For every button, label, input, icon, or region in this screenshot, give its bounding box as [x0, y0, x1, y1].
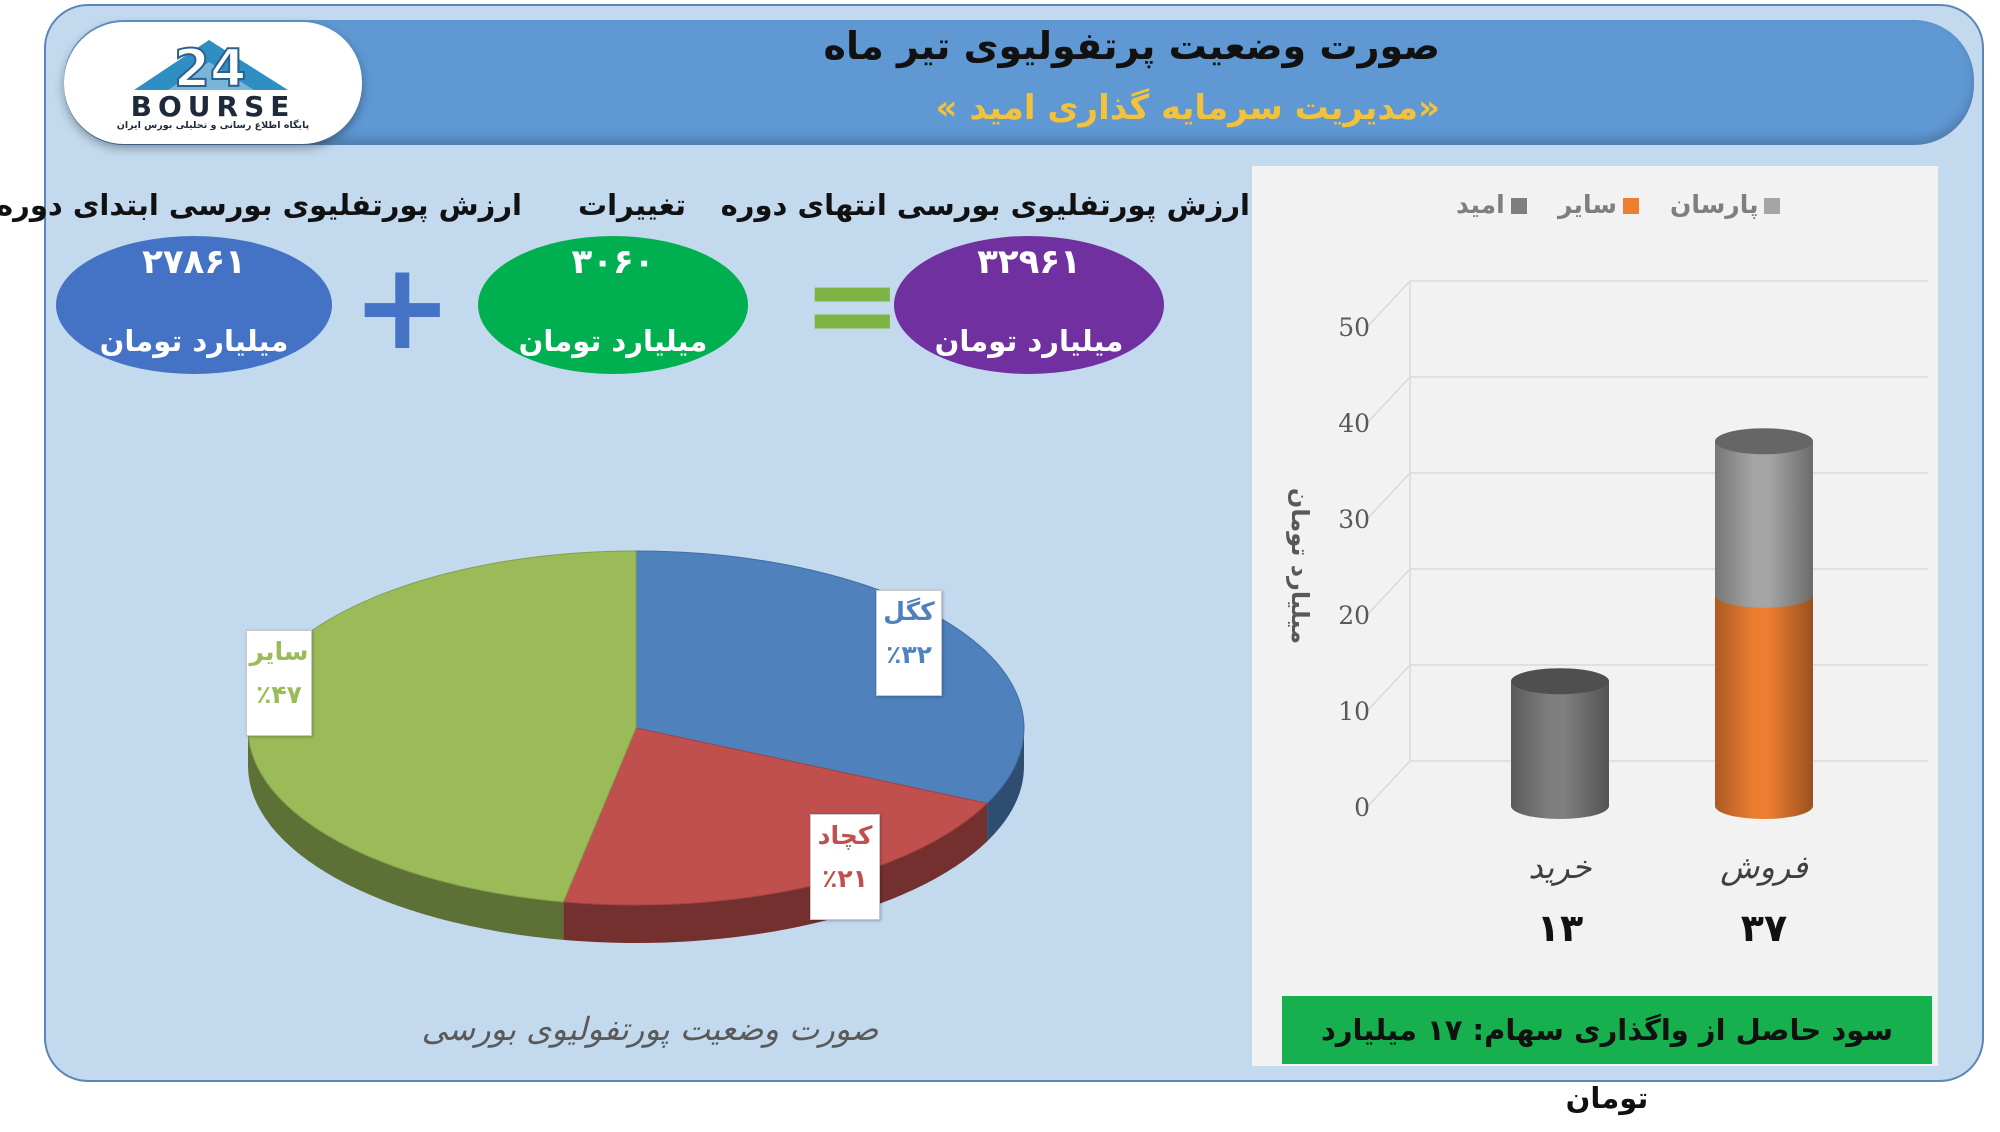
pie-label-kegel: کگل ٪۳۲: [876, 590, 942, 696]
logo-number: 24: [174, 39, 246, 99]
bourse-logo: 24 BOURSE پایگاه اطلاع رسانی و تحلیلی بو…: [64, 22, 362, 144]
header-banner: [64, 20, 1974, 145]
logo-tagline: پایگاه اطلاع رسانی و تحلیلی بورس ایران: [116, 120, 310, 131]
legend-label-sayer: سایر: [1558, 190, 1617, 219]
y-tick-1: 10: [1338, 697, 1370, 726]
y-tick-5: 50: [1338, 313, 1370, 342]
pie-label-kegel-pct: ٪۳۲: [886, 640, 932, 669]
grid-diag-4: [1367, 376, 1411, 423]
bar-1-series-1: [1715, 594, 1813, 819]
grid-diag-5: [1367, 280, 1411, 327]
pie-label-sayer: سایر ٪۴۷: [246, 630, 312, 736]
end-value-unit: میلیارد تومان: [934, 324, 1124, 358]
trade-bar-chart: 0 10 20 30 40 50 میلیارد تومان خرید ۱۳ فروش ۳۷: [1286, 280, 1928, 950]
bar-top-0: [1511, 668, 1609, 695]
change-value-ellipse: ۳۰۶۰ میلیارد تومان: [478, 236, 748, 374]
pie-label-sayer-name: سایر: [249, 637, 309, 666]
legend-label-omid: امید: [1456, 190, 1505, 219]
total-label-1: ۳۷: [1741, 906, 1787, 950]
pie-label-kchad-pct: ٪۲۱: [822, 864, 868, 893]
end-value-ellipse: ۳۲۹۶۱ میلیارد تومان: [894, 236, 1164, 374]
plus-sign: +: [352, 238, 453, 377]
legend-swatch-omid: [1510, 198, 1527, 214]
pie-side-0: [987, 728, 1024, 842]
pie-label-kegel-name: کگل: [883, 597, 935, 626]
pie-label-kchad: کچاد ٪۲۱: [810, 814, 880, 920]
bar-1-series-2: [1715, 441, 1813, 608]
grid-diag-2: [1367, 568, 1411, 615]
grid-diag-0: [1367, 760, 1411, 807]
change-value: ۳۰۶۰: [571, 242, 655, 282]
start-value-ellipse: ۲۷۸۶۱ میلیارد تومان: [56, 236, 332, 374]
y-tick-2: 20: [1338, 601, 1370, 630]
legend-item-sayer: سایر: [1558, 190, 1639, 219]
pie-side-1: [563, 803, 988, 943]
portfolio-pie-chart: [247, 550, 1025, 943]
logo-text: BOURSE: [131, 90, 296, 122]
profit-box: سود حاصل از واگذاری سهام: ۱۷ میلیارد توم…: [1282, 996, 1932, 1115]
start-value-label: ارزش پورتفلیوی بورسی ابتدای دوره: [0, 188, 522, 222]
bar-chart-panel: پارسان سایر امید: [1252, 166, 1938, 1066]
end-value-label: ارزش پورتفلیوی بورسی انتهای دوره: [720, 188, 1250, 222]
pie-side-2: [248, 728, 564, 940]
change-value-unit: میلیارد تومان: [518, 324, 708, 358]
equals-sign: =: [802, 236, 903, 375]
change-value-label: تغییرات: [577, 188, 687, 222]
total-label-0: ۱۳: [1537, 906, 1583, 950]
bar-0-series-0: [1511, 681, 1609, 819]
page-subtitle: «مدیریت سرمایه گذاری امید »: [935, 88, 1440, 128]
legend-item-parsan: پارسان: [1670, 190, 1781, 219]
x-label-1: فروش: [1720, 848, 1808, 886]
y-tick-3: 30: [1338, 505, 1370, 534]
end-value: ۳۲۹۶۱: [977, 242, 1081, 282]
legend-swatch-parsan: [1764, 198, 1781, 214]
pie-caption: صورت وضعیت پورتفولیوی بورسی: [421, 1010, 879, 1048]
start-value-unit: میلیارد تومان: [99, 324, 289, 358]
legend-label-parsan: پارسان: [1670, 190, 1759, 219]
legend-item-omid: امید: [1456, 190, 1527, 219]
y-axis-label: میلیارد تومان: [1286, 488, 1314, 644]
pie-label-kchad-name: کچاد: [817, 821, 873, 850]
start-value: ۲۷۸۶۱: [142, 242, 246, 282]
legend-swatch-sayer: [1622, 198, 1639, 214]
grid-diag-1: [1367, 664, 1411, 711]
x-label-0: خرید: [1528, 848, 1591, 886]
bar-top-1: [1715, 428, 1813, 455]
pie-label-sayer-pct: ٪۴۷: [256, 680, 302, 709]
y-tick-0: 0: [1354, 793, 1370, 822]
page-title: صورت وضعیت پرتفولیوی تیر ماه: [823, 24, 1440, 68]
grid-diag-3: [1367, 472, 1411, 519]
y-tick-4: 40: [1338, 409, 1370, 438]
logo-mark: 24 BOURSE: [131, 38, 296, 122]
